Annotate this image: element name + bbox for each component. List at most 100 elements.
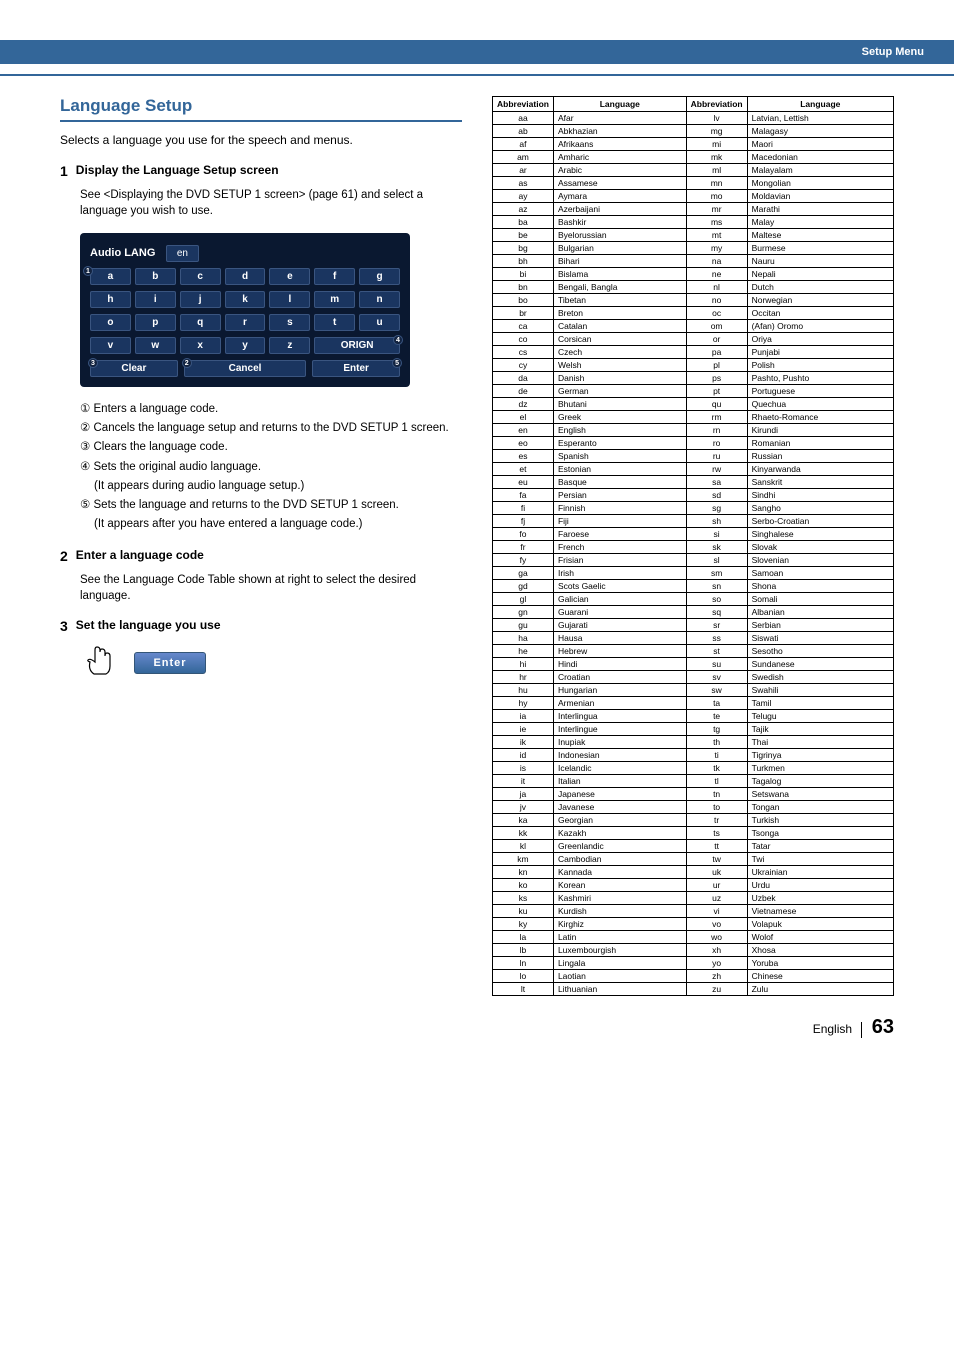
table-row: koKoreanurUrdu (493, 879, 894, 892)
table-row: guGujaratisrSerbian (493, 619, 894, 632)
step3-num: 3 (60, 618, 68, 634)
osd-field: en (166, 245, 199, 262)
table-row: eoEsperantoroRomanian (493, 437, 894, 450)
table-row: esSpanishruRussian (493, 450, 894, 463)
table-row: etEstonianrwKinyarwanda (493, 463, 894, 476)
table-row: kaGeorgiantrTurkish (493, 814, 894, 827)
table-row: boTibetannoNorwegian (493, 294, 894, 307)
th-abbrev-1: Abbreviation (493, 97, 554, 112)
th-lang-1: Language (553, 97, 686, 112)
note-5b: (It appears after you have entered a lan… (80, 516, 462, 533)
step2-desc: See the Language Code Table shown at rig… (80, 572, 462, 604)
table-row: glGaliciansoSomali (493, 593, 894, 606)
step2-title: Enter a language code (76, 548, 204, 564)
table-row: iaInterlinguateTelugu (493, 710, 894, 723)
page-number: 63 (872, 1016, 894, 1038)
table-row: bgBulgarianmyBurmese (493, 242, 894, 255)
table-row: loLaotianzhChinese (493, 970, 894, 983)
table-row: lnLingalayoYoruba (493, 957, 894, 970)
table-row: hrCroatiansvSwedish (493, 671, 894, 684)
osd-screenshot: Audio LANG en 1a bc de fg hi jk lm n op (80, 233, 410, 387)
table-row: beByelorussianmtMaltese (493, 229, 894, 242)
table-row: fjFijishSerbo-Croatian (493, 515, 894, 528)
table-row: asAssamesemnMongolian (493, 177, 894, 190)
table-row: hiHindisuSundanese (493, 658, 894, 671)
table-row: gdScots GaelicsnShona (493, 580, 894, 593)
table-row: hyArmeniantaTamil (493, 697, 894, 710)
table-row: jvJavanesetoTongan (493, 801, 894, 814)
table-row: itItaliantlTagalog (493, 775, 894, 788)
badge-4: 4 (393, 335, 403, 345)
note-3: ③ Clears the language code. (80, 439, 462, 456)
badge-3: 3 (88, 358, 98, 368)
table-row: bhBiharinaNauru (493, 255, 894, 268)
table-row: knKannadaukUkrainian (493, 866, 894, 879)
notes-list: ① Enters a language code. ② Cancels the … (80, 401, 462, 534)
table-row: fiFinnishsgSangho (493, 502, 894, 515)
osd-row2: hi jk lm n (90, 291, 400, 308)
table-row: laLatinwoWolof (493, 931, 894, 944)
table-row: gnGuaranisqAlbanian (493, 606, 894, 619)
badge-1: 1 (83, 266, 93, 276)
hand-icon (80, 642, 120, 682)
th-abbrev-2: Abbreviation (686, 97, 747, 112)
table-row: isIcelandictkTurkmen (493, 762, 894, 775)
divider (0, 74, 954, 76)
note-4a: ④ Sets the original audio language. (80, 459, 462, 476)
osd-row3: op qr st u (90, 314, 400, 331)
note-5a: ⑤ Sets the language and returns to the D… (80, 497, 462, 514)
table-row: kuKurdishviVietnamese (493, 905, 894, 918)
table-row: fyFrisianslSlovenian (493, 554, 894, 567)
table-row: ltLithuanianzuZulu (493, 983, 894, 996)
language-table: Abbreviation Language Abbreviation Langu… (492, 96, 894, 996)
table-row: idIndonesiantiTigrinya (493, 749, 894, 762)
table-row: caCatalanom(Afan) Oromo (493, 320, 894, 333)
table-row: baBashkirmsMalay (493, 216, 894, 229)
step1-title: Display the Language Setup screen (76, 163, 279, 179)
table-row: heHebrewstSesotho (493, 645, 894, 658)
note-1: ① Enters a language code. (80, 401, 462, 418)
table-row: abAbkhazianmgMalagasy (493, 125, 894, 138)
badge-2: 2 (182, 358, 192, 368)
table-row: coCorsicanorOriya (493, 333, 894, 346)
table-row: jaJapanesetnSetswana (493, 788, 894, 801)
table-row: foFaroesesiSinghalese (493, 528, 894, 541)
table-row: ikInupiakthThai (493, 736, 894, 749)
osd-row1: 1a bc de fg (90, 268, 400, 285)
table-row: biBislamaneNepali (493, 268, 894, 281)
page-footer: English 63 (60, 1016, 894, 1039)
table-row: deGermanptPortuguese (493, 385, 894, 398)
table-row: ieInterlinguetgTajik (493, 723, 894, 736)
note-4b: (It appears during audio language setup.… (80, 478, 462, 495)
table-row: haHausassSiswati (493, 632, 894, 645)
step3-title: Set the language you use (76, 618, 221, 634)
table-row: aaAfarlvLatvian, Lettish (493, 112, 894, 125)
step2-num: 2 (60, 548, 68, 564)
th-lang-2: Language (747, 97, 893, 112)
table-row: amAmharicmkMacedonian (493, 151, 894, 164)
table-row: kkKazakhtsTsonga (493, 827, 894, 840)
page-title: Language Setup (60, 96, 462, 122)
table-row: azAzerbaijanimrMarathi (493, 203, 894, 216)
table-row: csCzechpaPunjabi (493, 346, 894, 359)
table-row: cyWelshplPolish (493, 359, 894, 372)
table-row: brBretonocOccitan (493, 307, 894, 320)
table-row: lbLuxembourgishxhXhosa (493, 944, 894, 957)
table-row: kmCambodiantwTwi (493, 853, 894, 866)
table-row: daDanishpsPashto, Pushto (493, 372, 894, 385)
table-row: bnBengali, BanglanlDutch (493, 281, 894, 294)
enter-button[interactable]: Enter (134, 652, 205, 674)
note-2: ② Cancels the language setup and returns… (80, 420, 462, 437)
table-row: elGreekrmRhaeto-Romance (493, 411, 894, 424)
table-row: faPersiansdSindhi (493, 489, 894, 502)
table-row: frFrenchskSlovak (493, 541, 894, 554)
table-row: huHungarianswSwahili (493, 684, 894, 697)
table-row: euBasquesaSanskrit (493, 476, 894, 489)
step1-num: 1 (60, 163, 68, 179)
table-row: ksKashmiriuzUzbek (493, 892, 894, 905)
intro-text: Selects a language you use for the speec… (60, 132, 462, 149)
table-row: enEnglishrnKirundi (493, 424, 894, 437)
step1-desc: See <Displaying the DVD SETUP 1 screen> … (80, 187, 462, 219)
osd-bottom: 3Clear 2Cancel Enter5 (90, 360, 400, 377)
table-row: afAfrikaansmiMaori (493, 138, 894, 151)
